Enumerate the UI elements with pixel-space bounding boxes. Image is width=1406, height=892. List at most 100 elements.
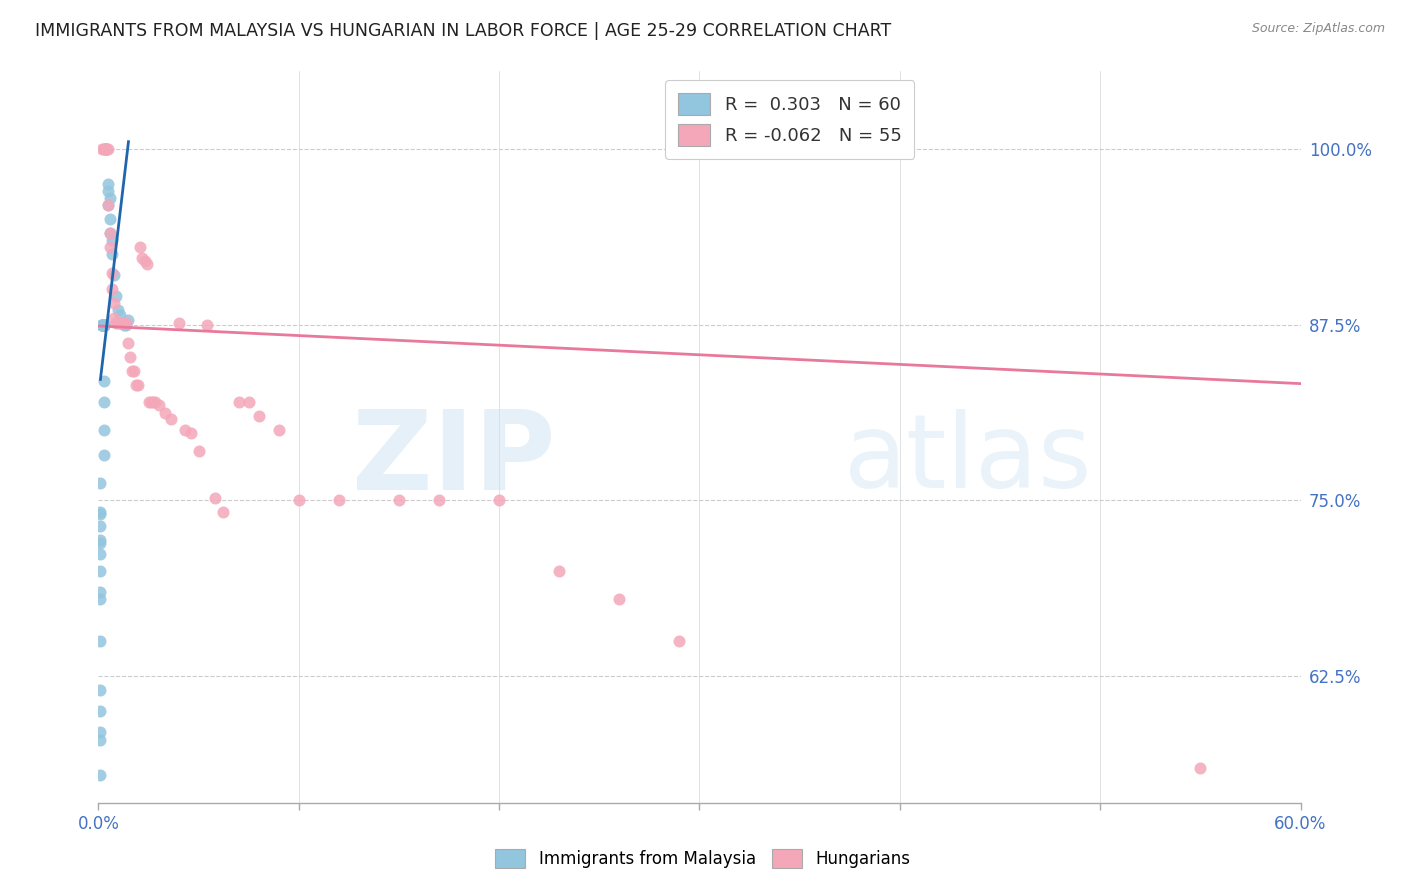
Point (111, 316, 134, 330)
Point (139, 395, 162, 409)
Point (121, 364, 143, 378)
Point (105, 289, 128, 303)
Point (101, 233, 124, 247)
Point (288, 493, 311, 508)
Point (93, 318, 115, 332)
Point (107, 303, 129, 318)
Point (328, 493, 350, 508)
Point (91, 318, 114, 332)
Point (93, 318, 115, 332)
Point (91, 318, 114, 332)
Point (129, 240, 152, 254)
Point (93, 318, 115, 332)
Text: atlas: atlas (844, 409, 1092, 509)
Point (97, 184, 120, 198)
Point (204, 491, 226, 505)
Point (131, 252, 153, 266)
Point (609, 591, 631, 606)
Point (110, 316, 132, 330)
Point (89, 584, 111, 599)
Point (100, 212, 122, 227)
Point (89, 505, 111, 519)
Point (93, 142, 115, 156)
Point (96, 142, 118, 156)
Point (115, 316, 138, 330)
Point (1189, 761, 1212, 775)
Point (91, 318, 114, 332)
Point (114, 316, 136, 330)
Point (89, 547, 111, 561)
Point (111, 316, 134, 330)
Point (93, 318, 115, 332)
Point (124, 364, 146, 378)
Point (93, 318, 115, 332)
Point (96, 142, 118, 156)
Point (100, 226, 122, 240)
Point (93, 318, 115, 332)
Point (173, 423, 195, 437)
Legend: Immigrants from Malaysia, Hungarians: Immigrants from Malaysia, Hungarians (489, 843, 917, 875)
Point (110, 308, 132, 322)
Point (103, 296, 125, 310)
Text: Source: ZipAtlas.com: Source: ZipAtlas.com (1251, 22, 1385, 36)
Point (91, 318, 114, 332)
Point (93, 318, 115, 332)
Point (89, 508, 111, 522)
Point (89, 732, 111, 747)
Point (89, 591, 111, 606)
Point (668, 634, 690, 648)
Point (93, 423, 115, 437)
Point (238, 395, 260, 409)
Point (148, 398, 170, 412)
Point (141, 395, 163, 409)
Point (488, 493, 510, 508)
Point (89, 725, 111, 739)
Point (228, 395, 250, 409)
Point (159, 411, 181, 425)
Point (167, 316, 190, 330)
Point (100, 226, 122, 240)
Point (100, 191, 122, 205)
Point (267, 423, 290, 437)
Point (105, 316, 128, 330)
Point (96, 142, 118, 156)
Point (91, 318, 114, 332)
Legend: R =  0.303   N = 60, R = -0.062   N = 55: R = 0.303 N = 60, R = -0.062 N = 55 (665, 80, 914, 159)
Point (89, 476, 111, 491)
Point (96, 142, 118, 156)
Point (91, 318, 114, 332)
Point (100, 240, 122, 254)
Point (93, 318, 115, 332)
Point (120, 350, 142, 364)
Point (96, 142, 118, 156)
Point (135, 257, 157, 271)
Point (91, 318, 114, 332)
Point (97, 142, 120, 156)
Point (93, 318, 115, 332)
Point (388, 493, 411, 508)
Point (89, 518, 111, 533)
Point (114, 318, 136, 332)
Point (247, 409, 270, 423)
Point (93, 318, 115, 332)
Point (103, 310, 125, 325)
Point (138, 395, 160, 409)
Point (153, 406, 176, 420)
Point (125, 378, 148, 392)
Point (97, 198, 120, 212)
Point (93, 318, 115, 332)
Point (143, 395, 166, 409)
Point (103, 268, 125, 283)
Point (128, 378, 150, 392)
Point (117, 335, 139, 350)
Text: IMMIGRANTS FROM MALAYSIA VS HUNGARIAN IN LABOR FORCE | AGE 25-29 CORRELATION CHA: IMMIGRANTS FROM MALAYSIA VS HUNGARIAN IN… (35, 22, 891, 40)
Point (101, 265, 124, 279)
Text: ZIP: ZIP (352, 406, 555, 513)
Point (427, 493, 450, 508)
Point (134, 254, 156, 268)
Point (97, 177, 120, 191)
Point (93, 448, 115, 462)
Point (211, 505, 233, 519)
Point (117, 313, 139, 327)
Point (97, 198, 120, 212)
